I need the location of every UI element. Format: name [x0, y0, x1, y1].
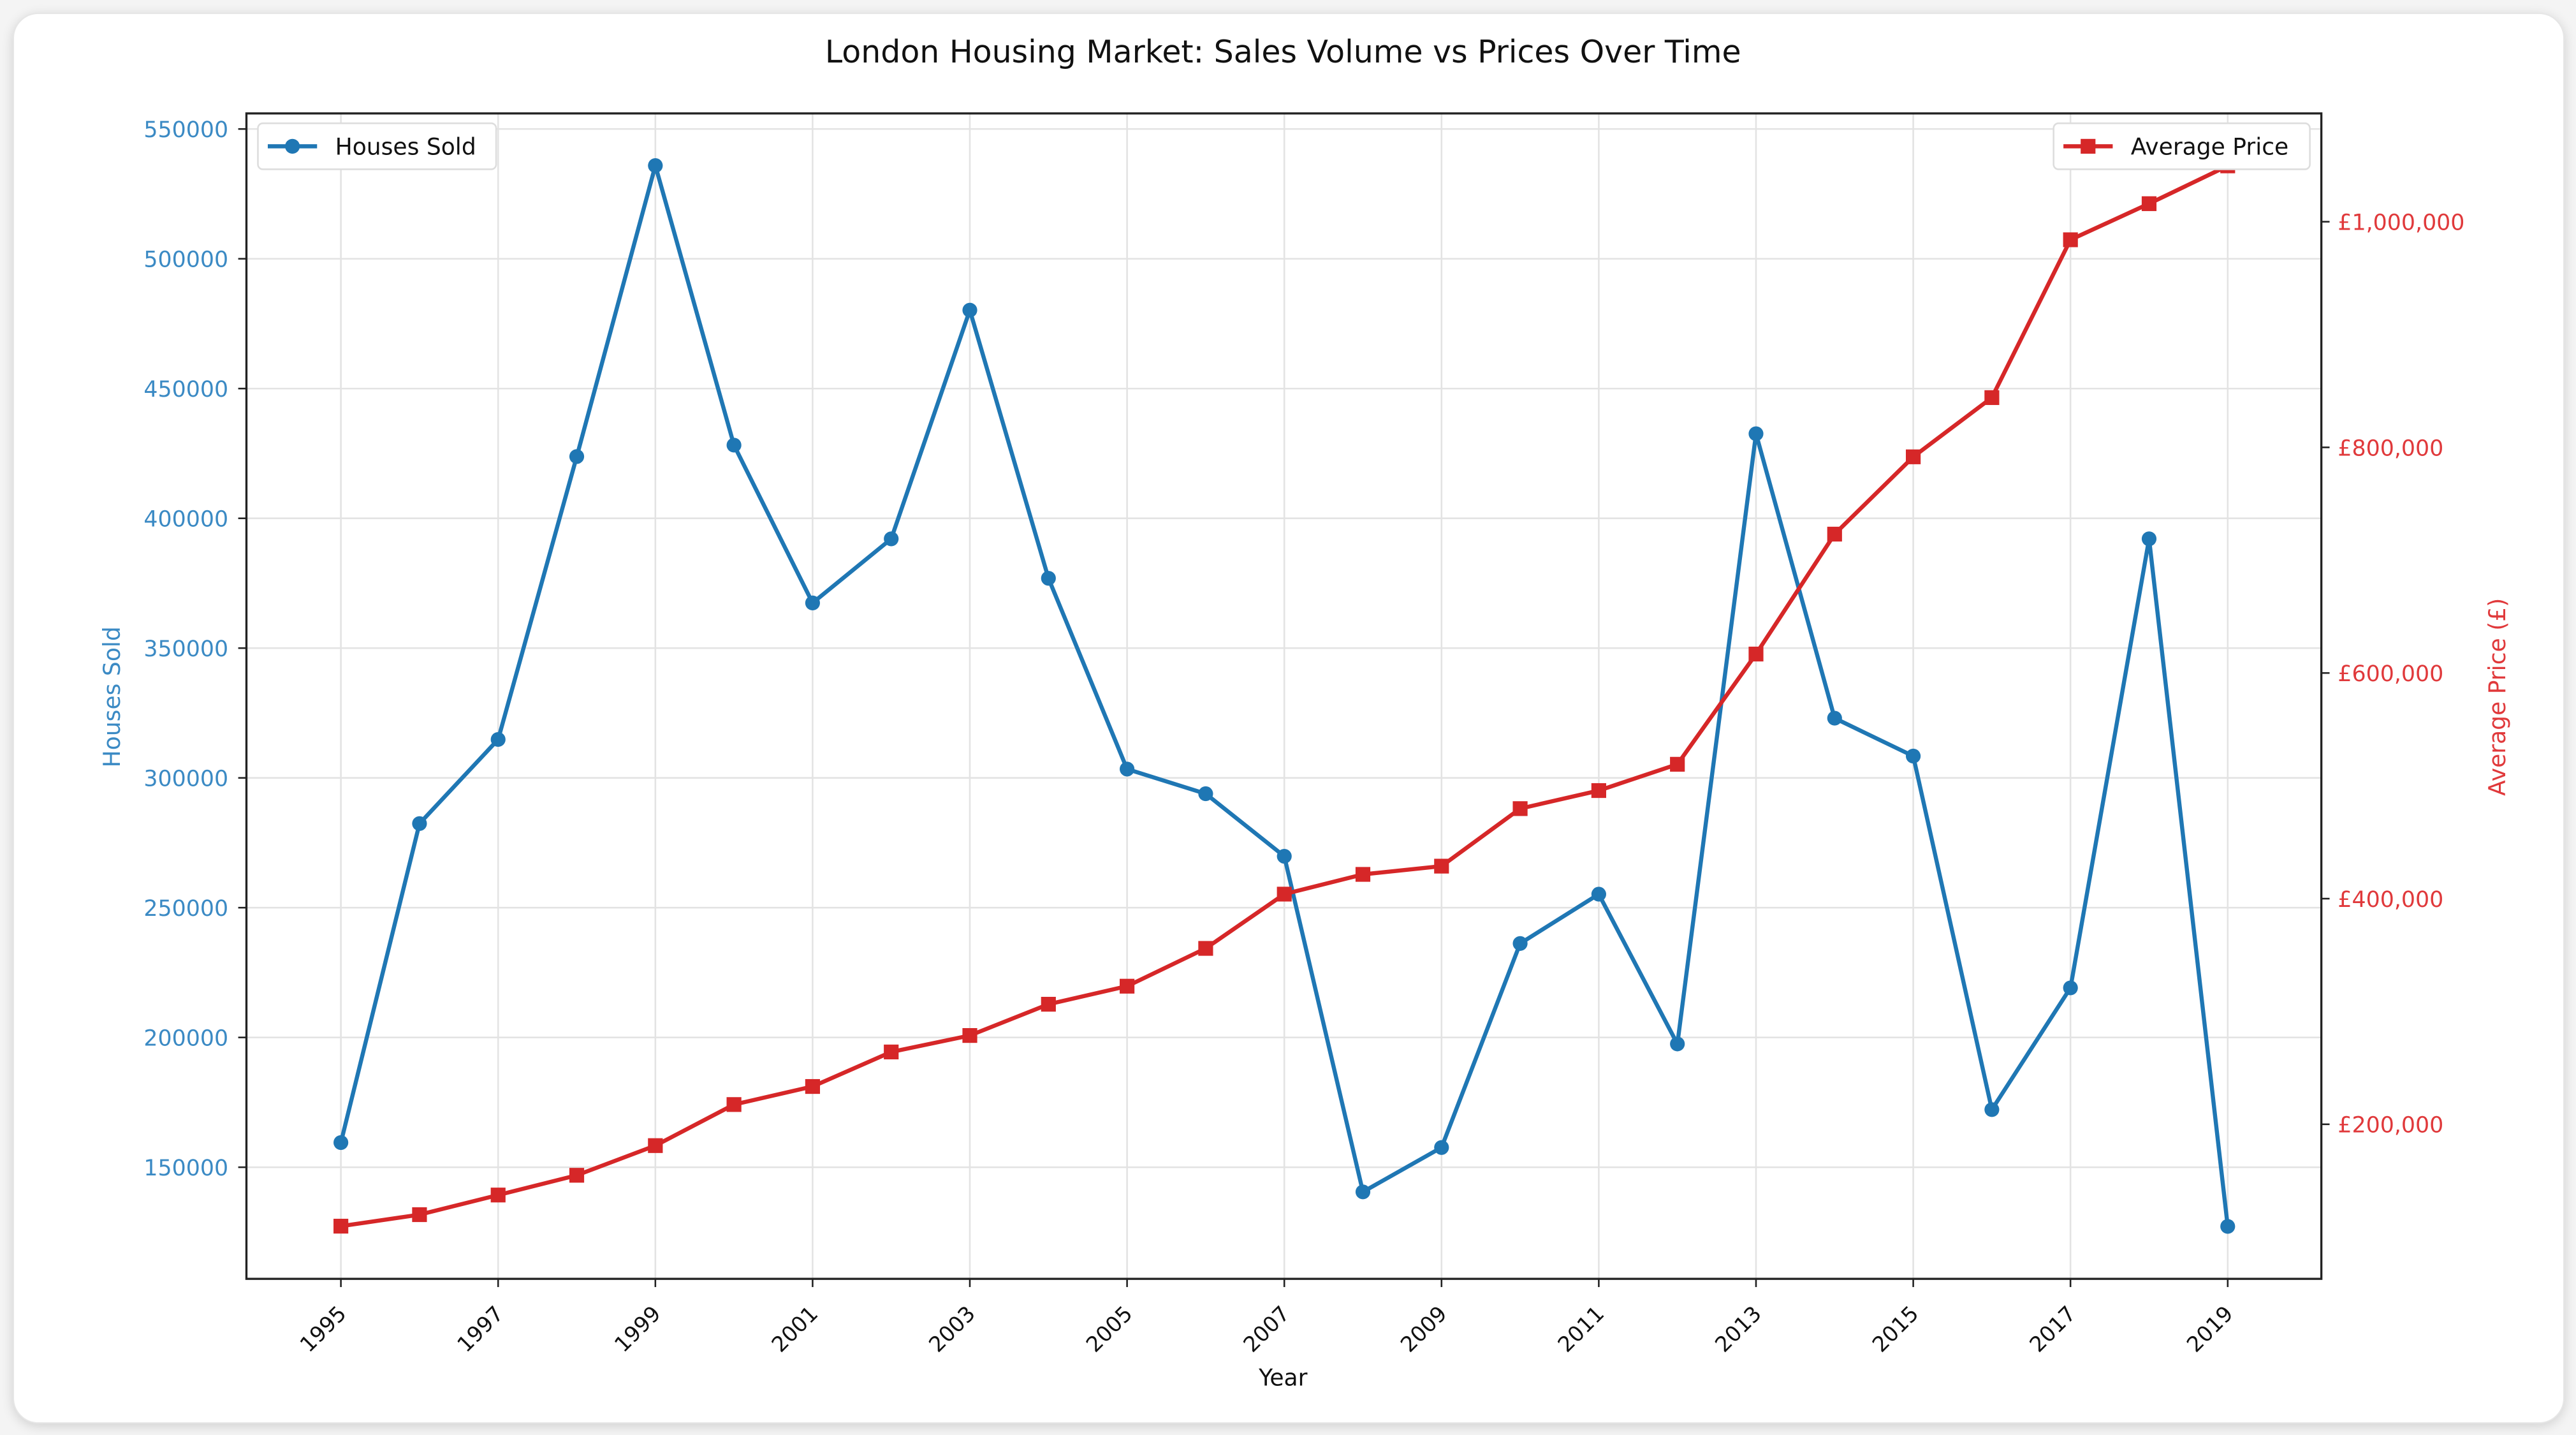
y-left-tick-label: 350000	[143, 637, 228, 662]
x-tick-label: 2015	[1868, 1301, 1924, 1357]
data-point-houses-sold	[2141, 531, 2157, 547]
data-point-average-price	[1827, 526, 1842, 542]
data-point-average-price	[1120, 978, 1135, 994]
legend-label: Average Price	[2131, 133, 2288, 160]
x-tick-label: 1995	[295, 1301, 351, 1357]
data-point-average-price	[726, 1097, 742, 1112]
data-point-average-price	[1670, 756, 1685, 772]
x-axis-label: Year	[1258, 1365, 1308, 1392]
data-point-average-price	[884, 1044, 899, 1060]
y-left-tick-label: 150000	[143, 1156, 228, 1181]
y-left-tick-label: 450000	[143, 377, 228, 402]
y-right-axis-label: Average Price (£)	[2484, 598, 2511, 796]
data-point-average-price	[569, 1168, 585, 1183]
data-point-average-price	[412, 1207, 427, 1223]
y-left-tick-label: 250000	[143, 896, 228, 922]
data-point-houses-sold	[2220, 1219, 2236, 1234]
y-left-tick-label: 400000	[143, 507, 228, 533]
chart-title: London Housing Market: Sales Volume vs P…	[825, 34, 1741, 70]
data-point-houses-sold	[1434, 1140, 1449, 1155]
data-point-houses-sold	[1277, 849, 1292, 864]
data-point-average-price	[805, 1078, 821, 1094]
x-tick-label: 2013	[1710, 1301, 1766, 1357]
data-point-houses-sold	[1670, 1036, 1685, 1052]
chart-card	[13, 13, 2565, 1424]
y-left-tick-label: 500000	[143, 247, 228, 273]
data-point-average-price	[1434, 858, 1449, 874]
data-point-houses-sold	[333, 1135, 349, 1151]
data-point-average-price	[490, 1188, 506, 1203]
y-right-tick-label: £600,000	[2338, 661, 2443, 687]
legend-average-price: Average Price	[2053, 122, 2311, 170]
data-point-average-price	[1591, 783, 1606, 798]
data-point-average-price	[1905, 449, 1921, 464]
y-right-tick-label: £1,000,000	[2338, 210, 2464, 236]
data-point-houses-sold	[1041, 571, 1056, 586]
data-point-houses-sold	[1984, 1102, 2000, 1117]
data-point-houses-sold	[1827, 710, 1842, 726]
x-tick-label: 2007	[1238, 1301, 1294, 1357]
legend-marker-square	[2081, 138, 2096, 154]
x-tick-label: 2019	[2182, 1301, 2238, 1357]
y-left-tick-label: 200000	[143, 1026, 228, 1052]
y-left-tick-label: 300000	[143, 767, 228, 792]
data-point-average-price	[1512, 801, 1528, 816]
x-tick-label: 1999	[610, 1301, 666, 1357]
legend-marker-circle	[285, 138, 300, 154]
y-left-axis-label: Houses Sold	[99, 626, 126, 767]
data-point-average-price	[1277, 887, 1292, 902]
x-tick-label: 2005	[1081, 1301, 1138, 1357]
data-point-average-price	[1041, 996, 1056, 1012]
x-tick-label: 2011	[1553, 1301, 1609, 1357]
data-point-houses-sold	[1512, 936, 1528, 951]
data-point-houses-sold	[726, 438, 742, 453]
legend-label: Houses Sold	[335, 133, 476, 160]
data-point-houses-sold	[1905, 748, 1921, 764]
data-point-average-price	[2141, 196, 2157, 211]
data-point-houses-sold	[569, 449, 585, 464]
y-right-tick-label: £200,000	[2338, 1113, 2443, 1138]
data-point-houses-sold	[805, 595, 821, 610]
data-point-average-price	[1355, 867, 1371, 882]
x-tick-label: 2003	[924, 1301, 980, 1357]
x-tick-label: 1997	[452, 1301, 508, 1357]
data-point-average-price	[1198, 941, 1213, 956]
data-point-average-price	[648, 1138, 663, 1153]
data-point-average-price	[1748, 646, 1764, 662]
data-point-houses-sold	[648, 158, 663, 173]
x-tick-label: 2001	[767, 1301, 823, 1357]
data-point-houses-sold	[962, 302, 977, 318]
data-point-houses-sold	[490, 732, 506, 747]
y-left-tick-label: 550000	[143, 117, 228, 143]
series-layer	[333, 158, 2236, 1234]
x-tick-label: 2017	[2024, 1301, 2081, 1357]
y-right-tick-label: £400,000	[2338, 887, 2443, 913]
data-point-houses-sold	[1591, 887, 1606, 902]
y-right-tick-label: £800,000	[2338, 436, 2443, 461]
data-point-average-price	[1984, 390, 2000, 406]
data-point-houses-sold	[1748, 426, 1764, 441]
data-point-houses-sold	[2063, 980, 2078, 996]
data-point-houses-sold	[1120, 762, 1135, 777]
data-point-houses-sold	[1198, 786, 1213, 802]
data-point-houses-sold	[884, 531, 899, 547]
grid	[246, 113, 2322, 1279]
data-point-houses-sold	[412, 816, 427, 831]
data-point-average-price	[962, 1027, 977, 1043]
data-point-houses-sold	[1355, 1184, 1371, 1200]
x-tick-label: 2009	[1396, 1301, 1452, 1357]
data-point-average-price	[2063, 232, 2078, 247]
legend-houses-sold: Houses Sold	[257, 122, 497, 170]
data-point-average-price	[333, 1218, 349, 1234]
